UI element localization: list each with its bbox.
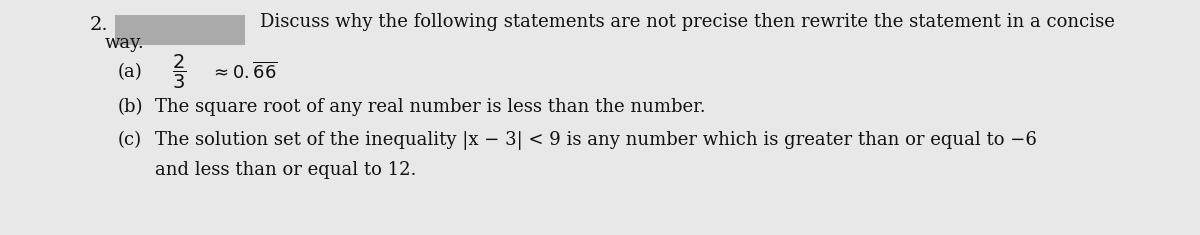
Text: 2.: 2. xyxy=(90,16,109,34)
Text: (c): (c) xyxy=(118,131,142,149)
Text: $\approx 0.\overline{66}$: $\approx 0.\overline{66}$ xyxy=(210,61,277,83)
Text: (b): (b) xyxy=(118,98,144,116)
Text: $\dfrac{2}{3}$: $\dfrac{2}{3}$ xyxy=(172,53,186,91)
Text: Discuss why the following statements are not precise then rewrite the statement : Discuss why the following statements are… xyxy=(260,13,1115,31)
Text: The square root of any real number is less than the number.: The square root of any real number is le… xyxy=(155,98,706,116)
Text: and less than or equal to 12.: and less than or equal to 12. xyxy=(155,161,416,179)
Text: (a): (a) xyxy=(118,63,143,81)
Bar xyxy=(115,15,245,45)
Text: way.: way. xyxy=(106,34,145,52)
Text: The solution set of the inequality |x − 3| < 9 is any number which is greater th: The solution set of the inequality |x − … xyxy=(155,130,1037,149)
